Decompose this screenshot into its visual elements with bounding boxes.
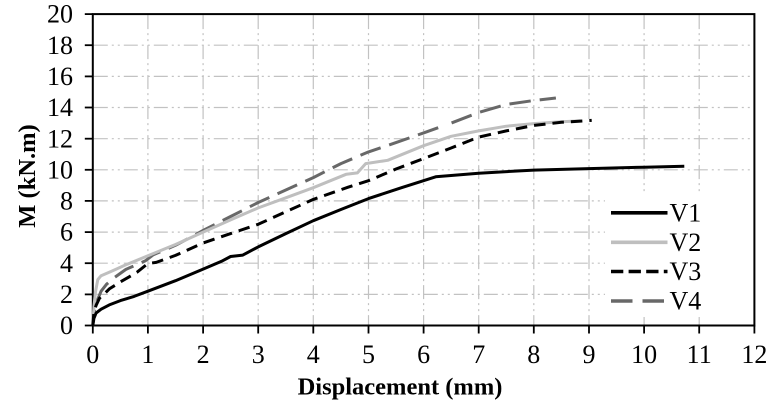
svg-text:6: 6 bbox=[417, 340, 430, 369]
svg-text:2: 2 bbox=[60, 280, 73, 309]
svg-text:0: 0 bbox=[86, 340, 99, 369]
svg-text:5: 5 bbox=[362, 340, 375, 369]
svg-text:20: 20 bbox=[47, 0, 73, 29]
svg-text:V2: V2 bbox=[670, 228, 702, 257]
svg-text:16: 16 bbox=[47, 62, 73, 91]
svg-text:2: 2 bbox=[197, 340, 210, 369]
svg-text:14: 14 bbox=[47, 93, 73, 122]
svg-text:6: 6 bbox=[60, 218, 73, 247]
svg-text:9: 9 bbox=[583, 340, 596, 369]
svg-text:18: 18 bbox=[47, 31, 73, 60]
svg-text:4: 4 bbox=[60, 249, 73, 278]
svg-text:V3: V3 bbox=[670, 257, 702, 286]
svg-text:4: 4 bbox=[307, 340, 320, 369]
svg-text:10: 10 bbox=[631, 340, 657, 369]
svg-text:M (kN.m): M (kN.m) bbox=[14, 124, 41, 227]
svg-text:Displacement (mm): Displacement (mm) bbox=[298, 373, 503, 400]
svg-text:V1: V1 bbox=[670, 198, 702, 227]
svg-text:12: 12 bbox=[741, 340, 767, 369]
svg-text:3: 3 bbox=[252, 340, 265, 369]
svg-text:V4: V4 bbox=[670, 287, 702, 316]
svg-text:10: 10 bbox=[47, 155, 73, 184]
svg-text:12: 12 bbox=[47, 124, 73, 153]
svg-text:7: 7 bbox=[472, 340, 485, 369]
svg-text:8: 8 bbox=[60, 187, 73, 216]
svg-text:1: 1 bbox=[141, 340, 154, 369]
svg-text:0: 0 bbox=[60, 311, 73, 340]
svg-text:8: 8 bbox=[527, 340, 540, 369]
svg-text:11: 11 bbox=[687, 340, 712, 369]
